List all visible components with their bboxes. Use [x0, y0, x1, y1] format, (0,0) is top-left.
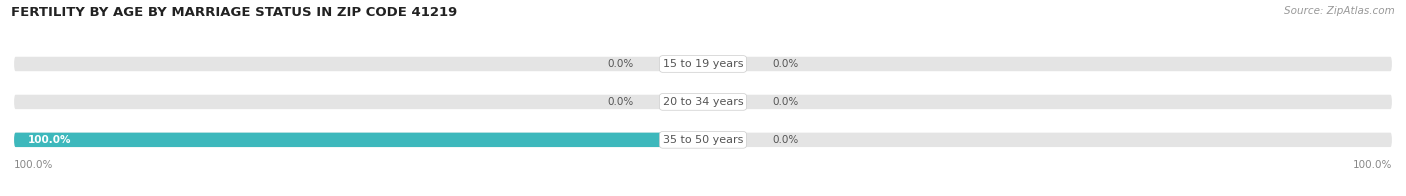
- Text: FERTILITY BY AGE BY MARRIAGE STATUS IN ZIP CODE 41219: FERTILITY BY AGE BY MARRIAGE STATUS IN Z…: [11, 6, 457, 19]
- Text: 0.0%: 0.0%: [772, 97, 799, 107]
- Text: 15 to 19 years: 15 to 19 years: [662, 59, 744, 69]
- Text: 35 to 50 years: 35 to 50 years: [662, 135, 744, 145]
- FancyBboxPatch shape: [14, 133, 703, 147]
- Text: 100.0%: 100.0%: [14, 160, 53, 170]
- Text: 20 to 34 years: 20 to 34 years: [662, 97, 744, 107]
- Text: 0.0%: 0.0%: [607, 97, 634, 107]
- Text: 100.0%: 100.0%: [28, 135, 72, 145]
- FancyBboxPatch shape: [14, 95, 1392, 109]
- Text: 0.0%: 0.0%: [772, 135, 799, 145]
- Text: 0.0%: 0.0%: [607, 59, 634, 69]
- Text: 0.0%: 0.0%: [772, 59, 799, 69]
- FancyBboxPatch shape: [14, 133, 1392, 147]
- Text: Source: ZipAtlas.com: Source: ZipAtlas.com: [1284, 6, 1395, 16]
- FancyBboxPatch shape: [14, 57, 1392, 71]
- Text: 100.0%: 100.0%: [1353, 160, 1392, 170]
